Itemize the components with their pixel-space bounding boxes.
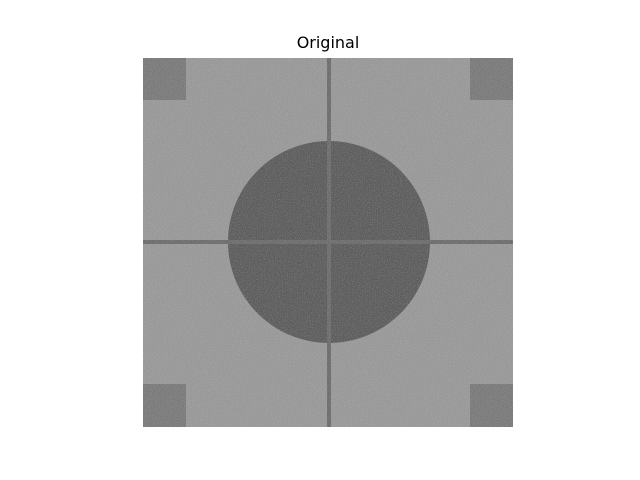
crosshair-horizontal [143, 240, 513, 244]
test-pattern-image [143, 58, 513, 427]
corner-square-bottom-left [143, 384, 186, 427]
test-pattern-svg [143, 58, 513, 427]
corner-square-top-right [470, 58, 513, 100]
corner-square-bottom-right [470, 384, 513, 427]
corner-square-top-left [143, 58, 186, 100]
image-title: Original [296, 33, 360, 52]
